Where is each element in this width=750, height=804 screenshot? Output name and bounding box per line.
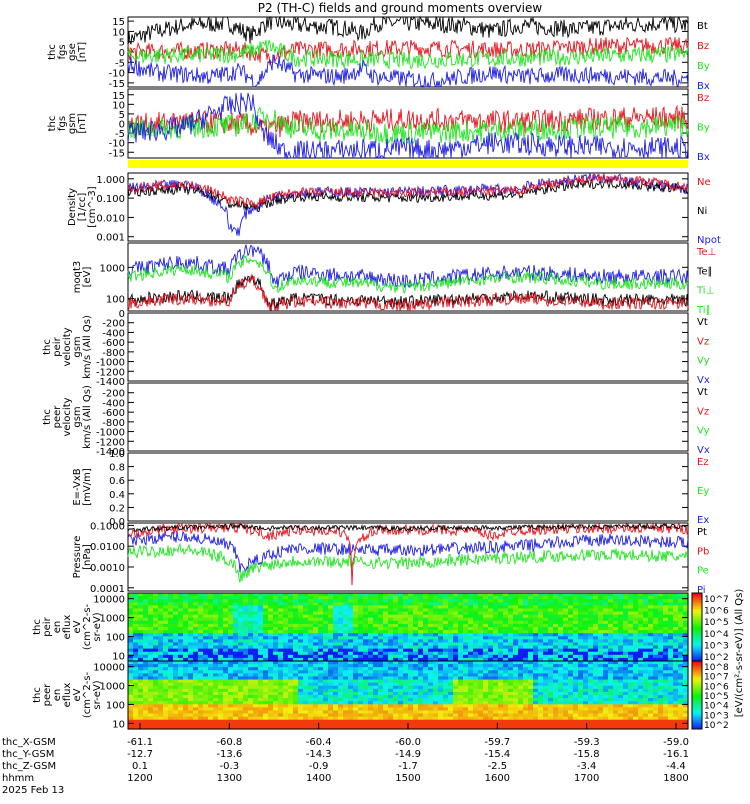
colorbar-label: 10^4 — [704, 630, 729, 640]
y-tick-label: 0.1000 — [90, 521, 125, 532]
legend-entry: By — [697, 61, 710, 72]
legend-entry: Bz — [697, 41, 709, 52]
y-axis-label: [nT] — [77, 113, 88, 133]
panel-frame — [128, 313, 688, 381]
y-axis-label: [eV] — [82, 267, 93, 288]
y-axis-label: sr-eV) — [92, 612, 103, 641]
y-tick-label: 0.0100 — [90, 542, 125, 553]
series-line — [128, 544, 688, 582]
y-tick-label: 100 — [106, 295, 125, 306]
panel-frame — [128, 453, 688, 521]
colorbar-label: 10^6 — [704, 607, 729, 617]
y-axis-label: km/s (All Qs) — [82, 385, 93, 449]
legend-entry: Ey — [697, 486, 709, 497]
legend-entry: Vx — [697, 445, 710, 456]
legend-entry: Bz — [697, 93, 709, 104]
chart-title: P2 (TH-C) fields and ground moments over… — [258, 1, 543, 15]
y-axis-label: [cm^-3] — [87, 186, 98, 227]
legend-entry: Te⊥ — [696, 247, 716, 258]
y-tick-label: 0.0010 — [90, 563, 125, 574]
legend-entry: Vt — [697, 317, 708, 328]
legend-entry: Vy — [697, 356, 710, 367]
colorbar-label: 10^3 — [704, 641, 729, 651]
legend-entry: Pb — [697, 546, 709, 557]
colorbar-label: 10^2 — [704, 653, 729, 663]
legend-entry: Vx — [697, 375, 710, 386]
y-axis-label: [mV/m] — [82, 468, 93, 506]
legend-entry: Vz — [697, 336, 709, 347]
y-tick-label: -1400 — [96, 377, 125, 388]
colorbar-label: 10^7 — [704, 595, 729, 605]
legend-entry: Ez — [697, 457, 709, 468]
colorbar-label: 10^5 — [704, 618, 729, 628]
legend-entry: Pe — [697, 566, 709, 577]
y-tick-label: 1.0 — [109, 449, 125, 460]
legend-entry: Ne — [697, 177, 711, 188]
legend-entry: Ti∥ — [696, 305, 711, 316]
y-tick-label: 10000 — [93, 595, 125, 606]
y-tick-label: 100 — [106, 632, 125, 643]
legend-entry: Ti⊥ — [696, 286, 714, 297]
series-line — [128, 245, 688, 288]
y-axis-label: [nT] — [77, 42, 88, 62]
y-tick-label: 0.0001 — [90, 584, 125, 595]
y-tick-label: -15 — [109, 79, 125, 90]
legend-entry: Vy — [697, 426, 710, 437]
legend-entry: By — [697, 123, 710, 134]
y-tick-label: 1.000 — [96, 175, 125, 186]
legend-entry: Bt — [697, 21, 708, 32]
y-tick-label: -15 — [109, 148, 125, 159]
y-tick-label: 0.001 — [96, 233, 125, 244]
quality-flag-bar — [128, 160, 688, 168]
legend-entry: Vz — [697, 406, 709, 417]
y-tick-label: 1000 — [100, 263, 125, 274]
legend-entry: Npot — [697, 235, 721, 246]
legend-entry: Bx — [697, 81, 710, 92]
panel-frame — [128, 383, 688, 451]
y-tick-label: 0.8 — [109, 463, 125, 474]
y-axis-label: km/s (All Qs) — [82, 315, 93, 379]
y-tick-label: 0.010 — [96, 213, 125, 224]
y-tick-label: 0.2 — [109, 503, 125, 514]
y-tick-label: 0.4 — [109, 490, 125, 501]
y-tick-label: 0.6 — [109, 476, 125, 487]
legend-entry: Ni — [697, 206, 707, 217]
legend-entry: Ex — [697, 515, 709, 526]
colorbar-title: [eV/(cm²-s-sr-eV)] (All Qs) — [734, 589, 745, 718]
legend-entry: Bx — [697, 152, 710, 163]
y-tick-label: 0.100 — [96, 194, 125, 205]
y-tick-label: 1000 — [100, 614, 125, 625]
series-line — [128, 179, 688, 211]
y-tick-label: 10 — [112, 651, 125, 662]
legend-entry: Pt — [697, 527, 707, 538]
legend-entry: Te∥ — [696, 266, 713, 277]
y-axis-label: [nPa] — [82, 544, 93, 570]
legend-entry: Vt — [697, 387, 708, 398]
